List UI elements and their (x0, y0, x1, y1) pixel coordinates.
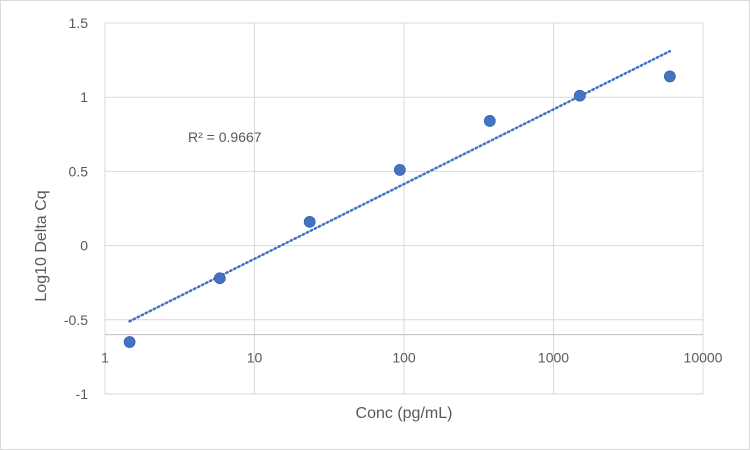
r-squared-label: R² = 0.9667 (188, 129, 262, 145)
data-point-1 (213, 272, 226, 285)
y-tick-label-0: 1.5 (69, 15, 89, 31)
x-tick-label-1: 10 (247, 350, 263, 366)
data-point-4 (483, 115, 496, 127)
y-tick-label-1: 1 (80, 89, 88, 105)
gridlines (104, 22, 704, 395)
data-point-0 (123, 336, 136, 348)
data-point-2 (303, 215, 316, 228)
data-point-6 (663, 70, 676, 83)
y-tick-label-5: -1 (76, 386, 89, 402)
data-point-3 (393, 164, 406, 176)
y-tick-label-4: -0.5 (64, 312, 88, 328)
data-point-5 (573, 89, 586, 102)
x-tick-label-4: 10000 (684, 350, 723, 366)
y-tick-label-3: 0 (80, 238, 88, 254)
x-axis-title: Conc (pg/mL) (356, 405, 453, 422)
x-tick-labels: 1 10 100 1000 10000 (101, 350, 723, 366)
y-tick-labels: 1.5 1 0.5 0 -0.5 -1 (64, 15, 88, 402)
y-tick-label-2: 0.5 (69, 163, 89, 179)
x-tick-label-0: 1 (101, 350, 109, 366)
x-tick-label-2: 100 (392, 350, 416, 366)
trendline (128, 49, 672, 323)
x-tick-label-3: 1000 (538, 350, 569, 366)
y-axis-title: Log10 Delta Cq (33, 190, 50, 301)
data-points (123, 70, 676, 348)
